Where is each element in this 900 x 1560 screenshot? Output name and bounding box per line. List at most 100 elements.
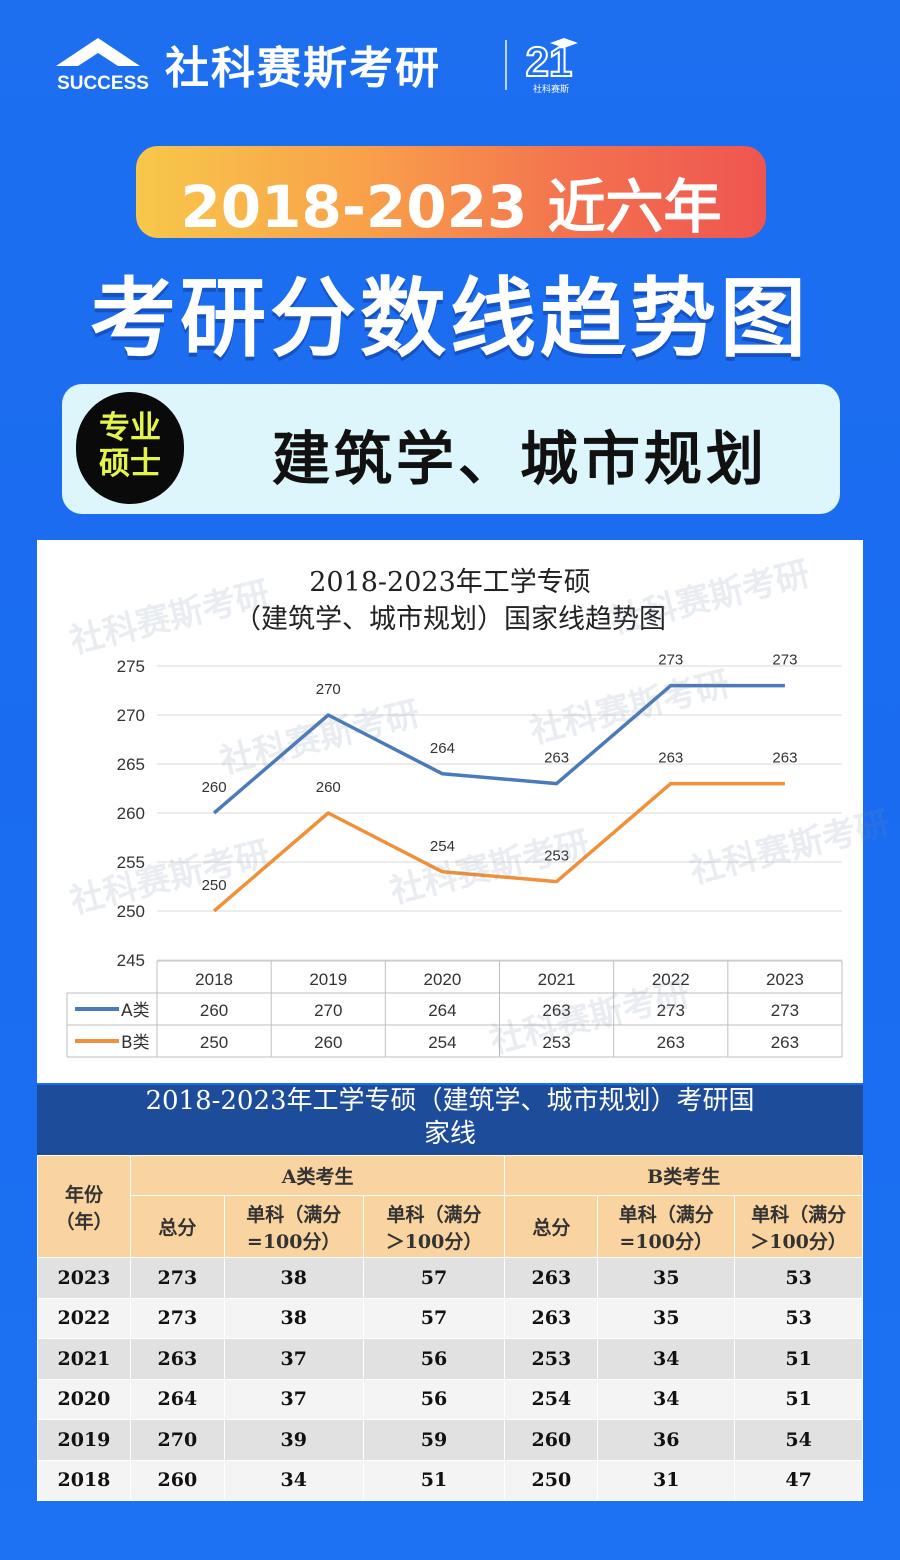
cell-year: 2023 [37, 1257, 131, 1299]
cell-a-s100: 37 [223, 1338, 364, 1380]
cell-a-s100: 34 [223, 1459, 364, 1501]
year-range-banner: 2018-2023 近六年 [136, 146, 766, 241]
y-tick-label: 265 [117, 755, 145, 774]
cell-year: 2020 [37, 1378, 131, 1420]
data-label: 263 [772, 750, 797, 767]
cell-b-s100: 31 [597, 1459, 736, 1501]
chart-card: 2018-2023年工学专硕 （建筑学、城市规划）国家线趋势图 245 250 25… [37, 540, 894, 1083]
data-label: 253 [544, 848, 569, 865]
cell-a-s100: 39 [223, 1419, 364, 1461]
cell-year: 2019 [37, 1419, 131, 1461]
group-a-header: A类考生 [129, 1155, 506, 1196]
a-single-over-header-line2: ＞100分） [385, 1230, 483, 1253]
cell-a-total: 263 [129, 1338, 225, 1380]
chart-title-line1: 2018-2023年工学专硕 [309, 567, 591, 598]
data-table-value: 263 [657, 1033, 685, 1052]
cell-a-sgt: 57 [362, 1257, 506, 1299]
cell-a-sgt: 51 [362, 1459, 506, 1501]
logo-text: SUCCESS [57, 73, 149, 94]
y-tick-label: 260 [117, 804, 145, 823]
x-tick-label: 2020 [424, 970, 462, 989]
data-label: 250 [202, 877, 227, 894]
b-single-100-header: 单科（满分 =100分） [597, 1195, 736, 1258]
major-panel [62, 384, 840, 514]
table-title-line2: 家线 [423, 1119, 476, 1149]
a-single-100-header-line2: =100分） [246, 1230, 341, 1253]
table-row: 2020 264 37 56 254 34 51 [37, 1378, 863, 1420]
data-table-value: 263 [542, 1001, 570, 1020]
degree-type-line1: 专业 [99, 410, 161, 446]
a-single-100-header-line1: 单科（满分 [246, 1203, 342, 1226]
b-single-over-header-line2: ＞100分） [750, 1230, 847, 1253]
data-table-value: 260 [200, 1001, 228, 1020]
badge-caption: 社科赛斯 [532, 85, 569, 95]
cell-b-total: 263 [504, 1297, 599, 1339]
table-row: 2023 273 38 57 263 35 53 [37, 1257, 863, 1299]
a-single-over-header-line1: 单科（满分 [386, 1203, 482, 1226]
cell-a-s100: 38 [223, 1297, 364, 1339]
a-single-over-header: 单科（满分 ＞100分） [362, 1195, 506, 1258]
data-label: 254 [430, 838, 455, 855]
cell-b-s100: 34 [597, 1338, 736, 1380]
cell-a-total: 264 [129, 1378, 225, 1420]
x-tick-label: 2022 [652, 970, 690, 989]
x-tick-label: 2019 [309, 970, 347, 989]
data-label: 263 [658, 750, 683, 767]
y-tick-label: 270 [117, 706, 145, 725]
group-b-header: B类考生 [504, 1155, 863, 1196]
b-single-100-header-line1: 单科（满分 [618, 1203, 714, 1226]
table-title-line1: 2018-2023年工学专硕（建筑学、城市规划）考研国 [145, 1086, 755, 1116]
cell-b-sgt: 47 [734, 1459, 863, 1501]
data-table-value: 270 [314, 1001, 342, 1020]
cell-year: 2021 [37, 1338, 131, 1380]
line-chart: 245 250 255 260 265 270 275 2018 2019 2020 2021 202… [66, 652, 843, 1058]
year-header-line1: 年份 [64, 1183, 103, 1206]
data-label: 264 [430, 740, 455, 757]
degree-type-badge: 专业 硕士 [76, 392, 184, 504]
a-single-100-header: 单科（满分 =100分） [223, 1195, 364, 1258]
cell-b-sgt: 54 [734, 1419, 863, 1461]
data-table-value: 250 [200, 1033, 228, 1052]
degree-type-line2: 硕士 [99, 446, 161, 482]
cell-b-s100: 35 [597, 1257, 736, 1299]
b-total-header: 总分 [504, 1195, 599, 1258]
cell-a-total: 273 [129, 1257, 225, 1299]
b-single-over-header: 单科（满分 ＞100分） [734, 1195, 863, 1258]
x-tick-label: 2023 [766, 970, 804, 989]
table-row: 2019 270 39 59 260 36 54 [37, 1419, 863, 1461]
data-table-value: 273 [771, 1001, 799, 1020]
cell-a-total: 260 [129, 1459, 225, 1501]
cell-a-sgt: 56 [362, 1378, 506, 1420]
y-tick-label: 250 [117, 902, 145, 921]
y-tick-label: 275 [117, 657, 145, 676]
data-table-value: 264 [428, 1001, 456, 1020]
anniversary-badge-icon: 21 [525, 37, 578, 86]
cell-year: 2022 [37, 1297, 131, 1339]
score-table-section: 2018-2023年工学专硕（建筑学、城市规划）考研国 家线 年份 （年） A类… [37, 1085, 863, 1501]
cell-b-s100: 34 [597, 1378, 736, 1420]
table-row: 2018 260 34 51 250 31 47 [37, 1459, 863, 1501]
legend-label: A类 [121, 1001, 150, 1021]
cell-b-sgt: 51 [734, 1338, 863, 1380]
series-line [212, 781, 785, 913]
y-tick-label: 245 [117, 951, 145, 970]
series-line [212, 683, 785, 815]
data-label: 270 [316, 681, 341, 698]
cell-b-total: 254 [504, 1378, 599, 1420]
data-label: 260 [316, 779, 341, 796]
year-header: 年份 （年） [37, 1155, 131, 1258]
cell-a-s100: 38 [223, 1257, 364, 1299]
header: SUCCESS 社科赛斯考研 21 社科赛斯 [0, 0, 900, 120]
success-logo-icon: SUCCESS [56, 38, 149, 94]
data-table-value: 263 [771, 1033, 799, 1052]
chart-title-line2: （建筑学、城市规划）国家线趋势图 [234, 604, 666, 635]
table-row: 2022 273 38 57 263 35 53 [37, 1297, 863, 1339]
cell-a-total: 270 [129, 1419, 225, 1461]
brand-name: 社科赛斯考研 [165, 43, 441, 94]
cell-b-sgt: 53 [734, 1257, 863, 1299]
y-tick-label: 255 [117, 853, 145, 872]
cell-year: 2018 [37, 1459, 131, 1501]
data-label: 260 [202, 779, 227, 796]
b-single-100-header-line2: =100分） [619, 1230, 714, 1253]
data-table-value: 260 [314, 1033, 342, 1052]
